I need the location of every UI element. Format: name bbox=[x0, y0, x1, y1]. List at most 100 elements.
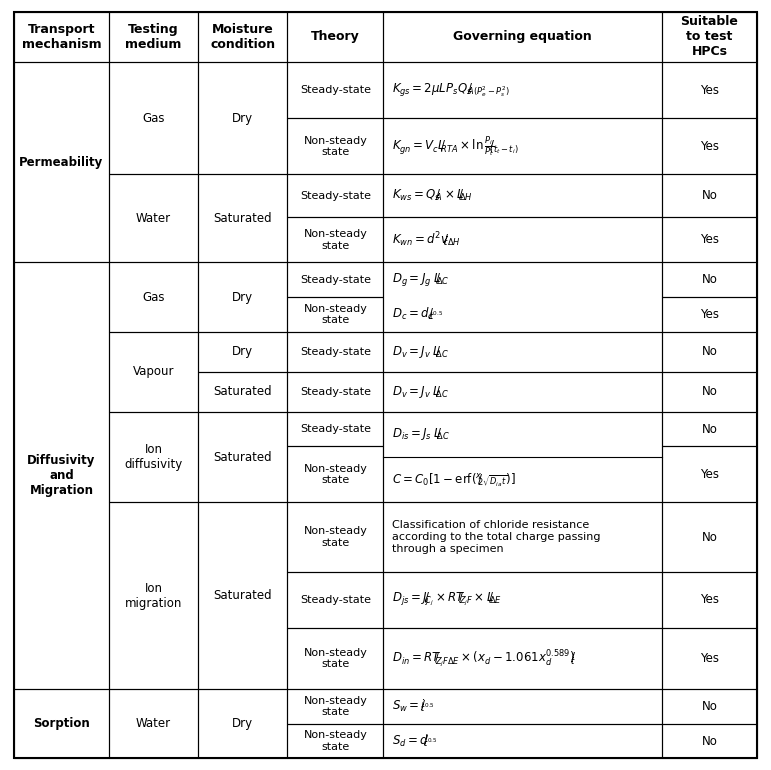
Text: Saturated: Saturated bbox=[214, 450, 272, 464]
Text: Saturated: Saturated bbox=[214, 385, 272, 398]
Text: Non-steady
state: Non-steady state bbox=[304, 730, 367, 752]
Text: Dry: Dry bbox=[232, 345, 254, 358]
Bar bbox=[383, 572, 662, 628]
Text: Saturated: Saturated bbox=[214, 589, 272, 602]
Text: Dry: Dry bbox=[232, 112, 254, 125]
Bar bbox=[14, 263, 109, 689]
Text: $D_{is} = J_s\; \mathit{L}\!\!\left/\!\!_{\mathit{\Delta C}}\right.$: $D_{is} = J_s\; \mathit{L}\!\!\left/\!\!… bbox=[392, 427, 450, 443]
Bar bbox=[198, 263, 288, 332]
Bar bbox=[662, 572, 757, 628]
Text: Steady-state: Steady-state bbox=[300, 346, 371, 357]
Bar bbox=[662, 628, 757, 689]
Text: Permeability: Permeability bbox=[19, 156, 103, 169]
Text: Moisture
condition: Moisture condition bbox=[210, 23, 275, 51]
Bar bbox=[288, 372, 383, 412]
Bar bbox=[288, 332, 383, 372]
Bar bbox=[383, 217, 662, 263]
Bar bbox=[662, 372, 757, 412]
Text: Non-steady
state: Non-steady state bbox=[304, 229, 367, 250]
Text: Steady-state: Steady-state bbox=[300, 387, 371, 397]
Text: Yes: Yes bbox=[700, 84, 719, 97]
Bar bbox=[109, 689, 198, 758]
Bar bbox=[662, 689, 757, 724]
Text: No: No bbox=[702, 735, 718, 748]
Text: $D_{in} = \mathit{RT}\!\!\left/\!\!_{\mathit{Z_j F\Delta E}}\right. \times \math: $D_{in} = \mathit{RT}\!\!\left/\!\!_{\ma… bbox=[392, 648, 577, 669]
Text: Dry: Dry bbox=[232, 290, 254, 303]
Text: $D_g = J_g\; \mathit{L}\!\!\left/\!\!_{\mathit{\Delta C}}\right.$: $D_g = J_g\; \mathit{L}\!\!\left/\!\!_{\… bbox=[392, 271, 449, 288]
Text: Non-steady
state: Non-steady state bbox=[304, 695, 367, 717]
Text: No: No bbox=[702, 531, 718, 544]
Text: Ion
diffusivity: Ion diffusivity bbox=[124, 443, 183, 471]
Text: $K_{wn} = \mathit{d^2 v}\!\!\left/\!\!_{\mathit{t\Delta H}}\right.$: $K_{wn} = \mathit{d^2 v}\!\!\left/\!\!_{… bbox=[392, 230, 461, 249]
Text: Steady-state: Steady-state bbox=[300, 85, 371, 95]
Bar bbox=[288, 572, 383, 628]
Text: Yes: Yes bbox=[700, 468, 719, 481]
Text: Non-steady
state: Non-steady state bbox=[304, 303, 367, 325]
Bar bbox=[662, 62, 757, 119]
Bar bbox=[198, 62, 288, 174]
Bar bbox=[288, 724, 383, 758]
Text: Diffusivity
and
Migration: Diffusivity and Migration bbox=[27, 454, 96, 497]
Text: Steady-state: Steady-state bbox=[300, 191, 371, 201]
Bar bbox=[288, 263, 383, 297]
Bar bbox=[198, 174, 288, 263]
Text: Non-steady
state: Non-steady state bbox=[304, 648, 367, 669]
Text: Transport
mechanism: Transport mechanism bbox=[22, 23, 101, 51]
Bar bbox=[288, 502, 383, 572]
Bar bbox=[383, 174, 662, 217]
Text: $K_{gn} = \mathit{V_c L}\!\!\left/\!\!_{\mathit{RTA}}\right. \times \mathit{\ln\: $K_{gn} = \mathit{V_c L}\!\!\left/\!\!_{… bbox=[392, 134, 519, 159]
Text: Steady-state: Steady-state bbox=[300, 594, 371, 604]
Text: Sorption: Sorption bbox=[33, 718, 89, 730]
Bar bbox=[288, 412, 383, 447]
Text: Water: Water bbox=[136, 212, 171, 225]
Text: Vapour: Vapour bbox=[133, 365, 174, 378]
Bar bbox=[288, 62, 383, 119]
Text: Non-steady
state: Non-steady state bbox=[304, 464, 367, 485]
Bar bbox=[198, 689, 288, 758]
Bar bbox=[383, 689, 662, 724]
Bar bbox=[662, 12, 757, 62]
Text: Saturated: Saturated bbox=[214, 212, 272, 225]
Bar bbox=[288, 628, 383, 689]
Text: Water: Water bbox=[136, 718, 171, 730]
Bar bbox=[662, 447, 757, 502]
Bar bbox=[288, 119, 383, 174]
Bar bbox=[109, 412, 198, 502]
Text: Ion
migration: Ion migration bbox=[125, 582, 182, 610]
Bar bbox=[198, 412, 288, 502]
Text: $D_c = \mathit{d_c}\!\!\left/\!\!_{\mathit{t^{0.5}}}\right.$: $D_c = \mathit{d_c}\!\!\left/\!\!_{\math… bbox=[392, 306, 443, 323]
Bar bbox=[288, 217, 383, 263]
Bar bbox=[662, 263, 757, 297]
Bar bbox=[383, 502, 662, 572]
Bar bbox=[662, 217, 757, 263]
Bar bbox=[14, 62, 109, 263]
Bar bbox=[109, 332, 198, 412]
Bar bbox=[14, 12, 109, 62]
Text: $C = C_0[1 - \mathrm{erf}(^x\!\!\left/\!\!_{2\sqrt{D_{ia}t}}\right.)]$: $C = C_0[1 - \mathrm{erf}(^x\!\!\left/\!… bbox=[392, 471, 516, 488]
Text: Dry: Dry bbox=[232, 718, 254, 730]
Text: Theory: Theory bbox=[311, 31, 360, 43]
Bar bbox=[383, 119, 662, 174]
Bar bbox=[662, 174, 757, 217]
Text: Yes: Yes bbox=[700, 140, 719, 153]
Bar bbox=[288, 174, 383, 217]
Text: Yes: Yes bbox=[700, 652, 719, 665]
Text: $K_{gs} = \mathit{2\mu L P_s Q_s}\!\!\left/\!\!_{\mathit{A(P_e^2-P_s^2)}}\right.: $K_{gs} = \mathit{2\mu L P_s Q_s}\!\!\le… bbox=[392, 82, 510, 99]
Text: $K_{ws} = \mathit{Q_s}\!\!\left/\!\!_{\mathit{A}}\right. \times \mathit{L}\!\!\l: $K_{ws} = \mathit{Q_s}\!\!\left/\!\!_{\m… bbox=[392, 188, 473, 203]
Text: No: No bbox=[702, 423, 718, 436]
Text: Non-steady
state: Non-steady state bbox=[304, 136, 367, 157]
Text: Steady-state: Steady-state bbox=[300, 424, 371, 434]
Bar bbox=[662, 297, 757, 332]
Bar bbox=[383, 12, 662, 62]
Text: $D_v = J_v\; \mathit{L}\!\!\left/\!\!_{\mathit{\Delta C}}\right.$: $D_v = J_v\; \mathit{L}\!\!\left/\!\!_{\… bbox=[392, 343, 449, 360]
Bar bbox=[109, 62, 198, 174]
Bar bbox=[109, 263, 198, 332]
Text: Yes: Yes bbox=[700, 233, 719, 246]
Bar bbox=[198, 502, 288, 689]
Bar bbox=[383, 724, 662, 758]
Text: $D_{js} = \mathit{J_j}\!\!\left/\!\!_{\mathit{C_j}}\right. \times \mathit{RT}\!\: $D_{js} = \mathit{J_j}\!\!\left/\!\!_{\m… bbox=[392, 591, 502, 608]
Text: Suitable
to test
HPCs: Suitable to test HPCs bbox=[681, 15, 739, 59]
Text: Gas: Gas bbox=[143, 290, 165, 303]
Text: Gas: Gas bbox=[143, 112, 165, 125]
Text: Governing equation: Governing equation bbox=[453, 31, 592, 43]
